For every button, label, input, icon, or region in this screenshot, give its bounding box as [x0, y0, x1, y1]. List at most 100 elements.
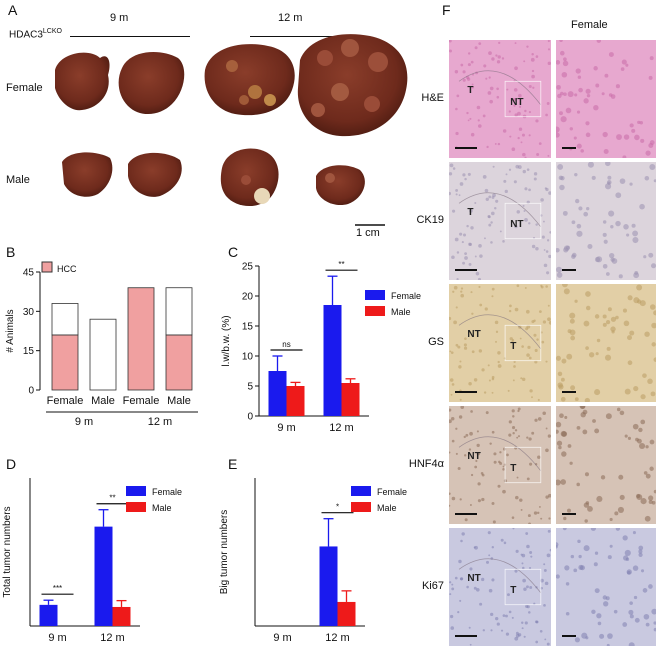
chart-b: 0 15 30 45 # Animals Female Male Female Male 9 m 1… — [5, 261, 198, 428]
d-bar-1-0 — [94, 526, 113, 626]
micro-cell — [615, 528, 621, 531]
micro-bg — [449, 162, 551, 280]
micro-cell — [566, 508, 571, 513]
micro-cell — [557, 382, 563, 388]
micro-cell — [629, 601, 633, 605]
micro-cell — [622, 308, 627, 313]
micro-cell — [648, 75, 653, 80]
b-xtick-0: Female — [47, 395, 84, 407]
micro-cell — [533, 172, 538, 176]
micro-cell — [531, 52, 534, 56]
micro-cell — [475, 271, 480, 276]
micro-cell — [454, 237, 459, 242]
micro-cell — [559, 50, 565, 56]
micro-cell — [537, 511, 540, 514]
micro-cell — [449, 614, 454, 619]
micro-cell — [467, 172, 471, 176]
micro-cell — [518, 93, 522, 98]
micro-cell — [531, 69, 535, 73]
micro-cell — [505, 173, 508, 176]
micro-cell — [467, 52, 471, 55]
micro-cell — [556, 479, 561, 486]
micro-cell — [615, 315, 619, 320]
micro-cell — [606, 346, 611, 351]
c-ytick-label-0: 0 — [247, 412, 253, 423]
micro-cell — [525, 309, 530, 314]
b-bar-0-1 — [51, 303, 79, 336]
panel-a-male-label: Male — [6, 174, 30, 186]
micro-bg — [449, 528, 551, 646]
micro-cell — [586, 93, 591, 98]
micrograph-2-high — [556, 284, 656, 402]
micro-cell — [499, 230, 502, 233]
micro-cell — [645, 445, 649, 449]
micro-cell — [481, 497, 485, 502]
micro-cell — [469, 503, 472, 506]
e-xtick-1: 12 m — [325, 632, 349, 644]
micro-cell — [455, 306, 458, 309]
micro-cell — [575, 198, 580, 204]
micro-cell — [455, 343, 459, 347]
micro-cell — [574, 299, 578, 303]
micro-cell — [457, 345, 461, 349]
micro-cell — [645, 473, 651, 479]
micro-cell — [610, 316, 617, 322]
micro-cell — [531, 431, 535, 435]
micro-cell — [468, 448, 472, 451]
micro-cell — [509, 337, 513, 341]
b-xtick-1: Male — [91, 395, 115, 407]
micro-cell — [569, 312, 576, 319]
micro-cell — [491, 546, 494, 549]
micro-cell — [653, 489, 656, 494]
b-bar-2-0 — [127, 287, 155, 391]
micro-cell — [482, 174, 487, 179]
micro-cell — [547, 317, 551, 322]
micro-cell — [484, 188, 489, 193]
micro-cell — [463, 435, 466, 439]
micro-cell — [516, 284, 520, 288]
e-legend-label-1: Male — [377, 503, 397, 513]
micro-cell — [546, 102, 550, 105]
micro-cell — [645, 622, 650, 627]
micro-cell — [610, 225, 614, 229]
micro-cell — [563, 516, 567, 521]
micro-cell — [571, 254, 576, 259]
micro-cell — [469, 209, 473, 213]
micro-cell — [574, 93, 578, 97]
micro-cell — [556, 440, 563, 446]
micro-cell — [494, 206, 497, 210]
chart-e: Big tumor numbers 9 m 12 m * Female Male — [219, 478, 407, 644]
micro-cell — [514, 307, 519, 312]
micro-cell — [460, 290, 463, 293]
micro-cell — [585, 121, 590, 126]
micro-cell — [488, 51, 492, 55]
micro-cell — [594, 314, 600, 319]
micro-cell — [526, 45, 529, 48]
micro-cell — [651, 608, 656, 615]
micro-cell — [497, 360, 500, 364]
micro-cell — [587, 505, 593, 512]
micro-cell — [621, 59, 627, 65]
micro-cell — [613, 609, 618, 614]
micro-cell — [514, 66, 518, 71]
micro-cell — [508, 420, 512, 424]
micro-cell — [477, 124, 482, 128]
d-bar-0-0 — [39, 604, 58, 626]
micro-cell — [490, 557, 494, 560]
micro-cell — [477, 499, 481, 503]
micro-cell — [574, 172, 578, 177]
micro-cell — [634, 617, 640, 623]
micro-cell — [511, 147, 516, 152]
micro-cell — [459, 398, 462, 401]
micro-cell — [606, 643, 610, 646]
micro-cell — [482, 114, 486, 118]
micro-cell — [514, 224, 518, 229]
micro-cell — [454, 70, 459, 74]
micro-cell — [493, 452, 497, 456]
micro-cell — [468, 262, 472, 266]
micro-cell — [615, 220, 621, 227]
micro-cell — [496, 95, 500, 99]
micro-cell — [560, 479, 567, 485]
panel-d-letter: D — [6, 456, 17, 472]
micro-cell — [476, 430, 479, 433]
